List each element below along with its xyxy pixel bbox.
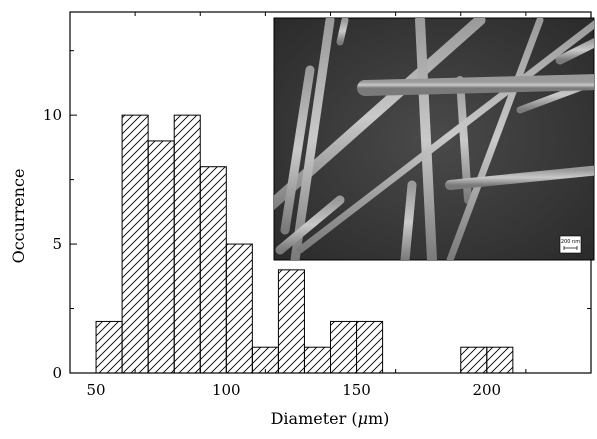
y-tick-label-10: 10 — [43, 106, 62, 124]
x-tick-label-50: 50 — [87, 381, 106, 399]
histogram-bar-190 — [460, 346, 488, 374]
x-tick-label-100: 100 — [212, 381, 241, 399]
scale-bar-label: 200 nm — [561, 239, 580, 245]
tick-labels: 50 100 150 200 0 5 10 — [43, 106, 501, 399]
y-axis-title: Occurrence — [9, 169, 28, 264]
x-axis-title: Diameter (μm) — [271, 409, 390, 428]
histogram-bar-150 — [356, 320, 384, 374]
histogram-bar-200 — [486, 346, 514, 374]
histogram-bar-120 — [277, 269, 305, 374]
histogram-bar-100 — [225, 243, 253, 374]
y-tick-label-0: 0 — [52, 364, 62, 382]
x-tick-label-150: 150 — [342, 381, 371, 399]
histogram-bar-70 — [147, 140, 175, 374]
histogram-bar-130 — [303, 346, 332, 374]
histogram-bar-140 — [330, 320, 358, 374]
histogram-bars — [95, 114, 514, 374]
histogram-bar-60 — [121, 114, 149, 374]
histogram-bar-90 — [199, 166, 227, 374]
histogram-bar-110 — [251, 346, 279, 374]
y-tick-label-5: 5 — [52, 235, 62, 253]
x-tick-label-200: 200 — [472, 381, 501, 399]
histogram-bar-80 — [173, 114, 201, 374]
scale-bar: 200 nm — [559, 235, 582, 254]
histogram-bar-50 — [95, 320, 123, 374]
sem-inset-image: 200 nm — [273, 17, 595, 261]
